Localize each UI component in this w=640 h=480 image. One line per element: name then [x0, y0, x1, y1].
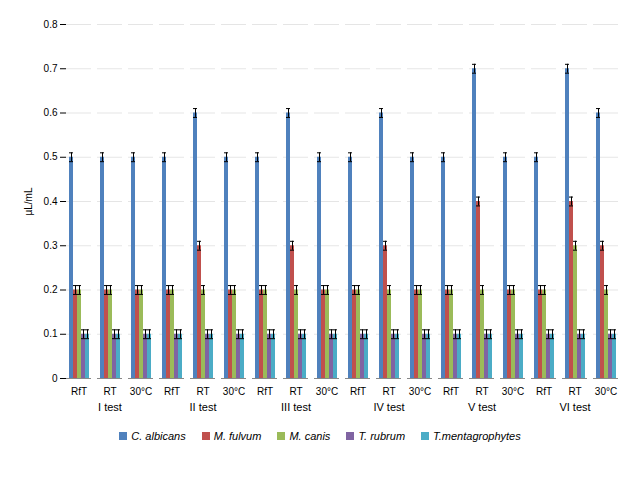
svg-text:RT: RT — [103, 386, 116, 397]
svg-text:RfT: RfT — [71, 386, 87, 397]
svg-text:I test: I test — [98, 401, 122, 413]
svg-text:µL/mL: µL/mL — [23, 187, 34, 215]
svg-text:RT: RT — [196, 386, 209, 397]
svg-text:RfT: RfT — [443, 386, 459, 397]
svg-text:RfT: RfT — [164, 386, 180, 397]
svg-text:0.3: 0.3 — [44, 240, 58, 251]
html-text:T. rubrum: T. rubrum — [358, 430, 405, 442]
html-text:M. fulvum: M. fulvum — [213, 430, 262, 442]
html-text:M. canis: M. canis — [289, 430, 331, 442]
svg-text:30°C: 30°C — [223, 386, 245, 397]
svg-text:RT: RT — [289, 386, 302, 397]
html-text:T.mentagrophytes: T.mentagrophytes — [433, 430, 521, 442]
svg-text:0.1: 0.1 — [44, 328, 58, 339]
svg-text:0.5: 0.5 — [44, 151, 58, 162]
html-text:C. albicans: C. albicans — [131, 430, 186, 442]
svg-text:RfT: RfT — [536, 386, 552, 397]
svg-text:V test: V test — [468, 401, 496, 413]
svg-text:0.6: 0.6 — [44, 107, 58, 118]
svg-text:RT: RT — [475, 386, 488, 397]
svg-text:30°C: 30°C — [502, 386, 524, 397]
svg-text:0.7: 0.7 — [44, 63, 58, 74]
svg-text:30°C: 30°C — [595, 386, 617, 397]
svg-text:0.8: 0.8 — [44, 19, 58, 30]
svg-text:30°C: 30°C — [130, 386, 152, 397]
svg-text:RfT: RfT — [257, 386, 273, 397]
svg-text:RfT: RfT — [350, 386, 366, 397]
svg-text:0.4: 0.4 — [44, 196, 58, 207]
svg-text:RT: RT — [382, 386, 395, 397]
svg-text:0: 0 — [52, 373, 58, 384]
svg-text:0.2: 0.2 — [44, 284, 58, 295]
svg-text:VI test: VI test — [559, 401, 590, 413]
svg-text:30°C: 30°C — [409, 386, 431, 397]
svg-text:III test: III test — [281, 401, 311, 413]
svg-text:IV test: IV test — [373, 401, 404, 413]
svg-text:II test: II test — [190, 401, 217, 413]
svg-text:RT: RT — [568, 386, 581, 397]
svg-text:30°C: 30°C — [316, 386, 338, 397]
